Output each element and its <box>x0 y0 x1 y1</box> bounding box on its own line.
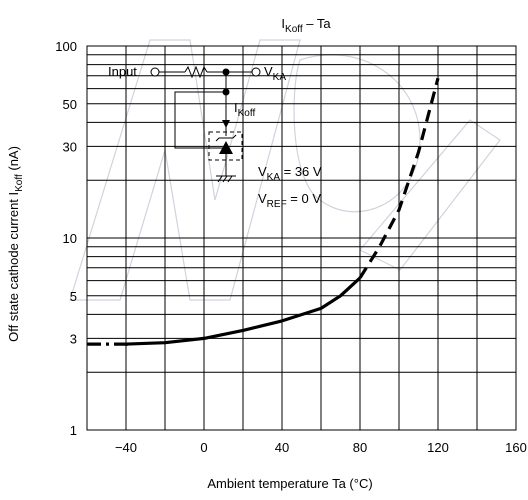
x-tick-label: 0 <box>200 440 207 455</box>
circuit-ikoff-label: IKoff <box>234 100 255 119</box>
y-axis-tick-labels: 1 3 5 10 30 50 100 <box>55 39 77 438</box>
inset-circuit: Input VKA IKoff VKA = 36 V VREF = 0 V <box>108 64 322 210</box>
x-tick-label: 160 <box>505 440 527 455</box>
y-tick-label: 50 <box>63 97 77 112</box>
y-tick-label: 3 <box>70 331 77 346</box>
y-tick-label: 30 <box>63 139 77 154</box>
ground-icon <box>216 175 236 183</box>
x-tick-label: −40 <box>115 440 137 455</box>
circuit-input-label: Input <box>108 64 137 79</box>
x-tick-label: 80 <box>353 440 367 455</box>
condition-vka: VKA = 36 V <box>258 164 322 183</box>
resistor-symbol <box>184 65 208 79</box>
zener-symbol <box>219 141 233 154</box>
y-tick-label: 10 <box>63 231 77 246</box>
x-axis-tick-labels: −40 0 40 80 120 160 <box>115 440 527 455</box>
current-arrow <box>222 120 230 128</box>
y-tick-label: 1 <box>70 423 77 438</box>
y-tick-label: 100 <box>55 39 77 54</box>
zener-cathode-bar <box>215 134 237 142</box>
vka-terminal <box>251 67 261 77</box>
condition-vref: VREF = 0 V <box>258 191 321 210</box>
grid <box>86 45 517 431</box>
y-tick-label: 5 <box>70 289 77 304</box>
chart-title: IKoff – Ta <box>281 16 331 35</box>
x-axis-label: Ambient temperature Ta (°C) <box>207 476 372 491</box>
y-axis-label: Off state cathode current IKoff (nA) <box>6 146 25 342</box>
series <box>87 77 440 346</box>
circuit-vka-label: VKA <box>264 64 286 83</box>
input-terminal <box>150 67 160 77</box>
watermark <box>69 39 501 301</box>
series-line-dashed <box>358 77 440 279</box>
x-tick-label: 40 <box>275 440 289 455</box>
x-tick-label: 120 <box>427 440 449 455</box>
series-line-solid <box>125 276 362 346</box>
reference-wire <box>174 91 226 149</box>
